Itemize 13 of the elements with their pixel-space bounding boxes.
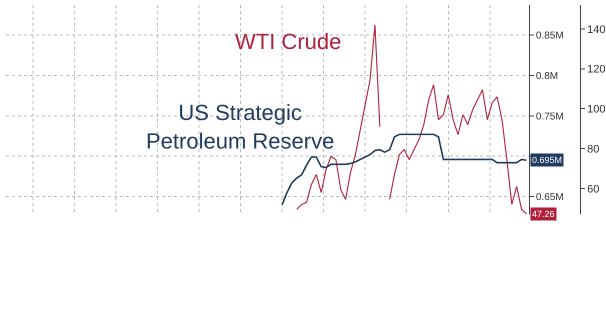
y2-tick-label: 0.85M	[536, 30, 564, 42]
data-label: 47.26	[532, 209, 555, 219]
y-tick-label: 100	[587, 104, 606, 116]
y2-tick-label: 0.75M	[536, 111, 564, 122]
y-tick-label: 80	[587, 143, 600, 156]
y-tick-label: 120	[587, 64, 606, 76]
y-tick-label: 60	[587, 183, 600, 196]
data-label: 0.695M	[532, 155, 562, 165]
y2-tick-label: 0.65M	[536, 192, 564, 204]
series-label: US Strategic Petroleum Reserve	[146, 100, 334, 154]
y-tick-label: 140	[587, 24, 606, 36]
series-label: WTI Crude	[235, 29, 342, 54]
y2-tick-label: 0.8M	[536, 70, 558, 82]
